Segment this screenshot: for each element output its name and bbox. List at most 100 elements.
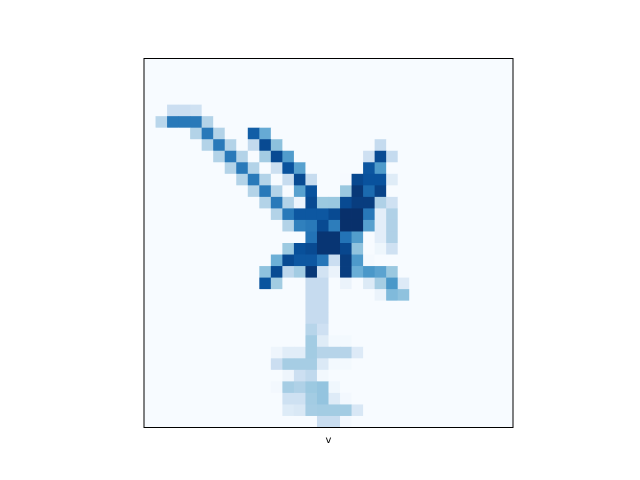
heatmap-cell [190, 323, 203, 336]
heatmap-cell [259, 162, 272, 175]
heatmap-cell [340, 127, 352, 140]
heatmap-cell [144, 173, 156, 186]
heatmap-cell [374, 116, 387, 129]
heatmap-cell [455, 243, 468, 255]
heatmap-cell [155, 70, 168, 82]
heatmap-cell [501, 277, 514, 290]
heatmap-cell [167, 104, 179, 117]
heatmap-cell [432, 219, 445, 232]
heatmap-cell [259, 404, 272, 417]
heatmap-cell [270, 266, 283, 278]
heatmap-cell [305, 81, 318, 94]
heatmap-cell [178, 185, 191, 198]
heatmap-cell [305, 335, 318, 348]
heatmap-cell [397, 196, 410, 209]
heatmap-cell [247, 369, 260, 382]
heatmap-cell [432, 404, 445, 417]
heatmap-cell [489, 243, 502, 255]
heatmap-cell [455, 381, 468, 394]
heatmap-cell [305, 139, 318, 152]
heatmap-cell [236, 219, 249, 232]
heatmap-cell [316, 196, 329, 209]
heatmap-cell [305, 277, 318, 290]
heatmap-cell [340, 139, 352, 152]
heatmap-cell [282, 93, 295, 106]
heatmap-cell [293, 392, 306, 405]
heatmap-cell [501, 381, 514, 394]
heatmap-cell [351, 162, 364, 175]
heatmap-cell [489, 289, 502, 302]
heatmap-cell [155, 335, 168, 348]
heatmap-cell [293, 254, 306, 267]
heatmap-cell [247, 173, 260, 186]
heatmap-cell [478, 173, 491, 186]
heatmap-cell [409, 415, 422, 428]
heatmap-cell [432, 266, 445, 278]
heatmap-cell [167, 81, 179, 94]
heatmap-cell [144, 415, 156, 428]
heatmap-cell [224, 208, 237, 221]
heatmap-cell [259, 277, 272, 290]
heatmap-cell [340, 162, 352, 175]
heatmap-cell [432, 312, 445, 325]
heatmap-cell [144, 162, 156, 175]
heatmap-cell [293, 266, 306, 278]
heatmap-cell [466, 300, 479, 313]
heatmap-cell [224, 139, 237, 152]
heatmap-cell [316, 93, 329, 106]
heatmap-cell [236, 369, 249, 382]
heatmap-cell [144, 277, 156, 290]
heatmap-cell [374, 127, 387, 140]
heatmap-cell [247, 392, 260, 405]
heatmap-cell [236, 150, 249, 163]
heatmap-cell [432, 127, 445, 140]
heatmap-cell [363, 277, 376, 290]
heatmap-cell [455, 196, 468, 209]
heatmap-cell [282, 127, 295, 140]
heatmap-cell [478, 335, 491, 348]
heatmap-cell [259, 323, 272, 336]
heatmap-cell [351, 173, 364, 186]
heatmap-cell [282, 381, 295, 394]
heatmap-cell [432, 369, 445, 382]
heatmap-cell [363, 404, 376, 417]
heatmap-cell [155, 392, 168, 405]
heatmap-cell [386, 196, 399, 209]
heatmap-cell [293, 369, 306, 382]
heatmap-cell [374, 196, 387, 209]
heatmap-cell [374, 392, 387, 405]
heatmap-cell [363, 358, 376, 371]
heatmap-cell [478, 323, 491, 336]
heatmap-cell [213, 335, 226, 348]
heatmap-cell [282, 208, 295, 221]
heatmap-cell [167, 231, 179, 244]
heatmap-cell [432, 289, 445, 302]
heatmap-cell [478, 243, 491, 255]
heatmap-cell [478, 58, 491, 71]
heatmap-cell [155, 81, 168, 94]
heatmap-cell [155, 196, 168, 209]
heatmap-cell [201, 127, 214, 140]
heatmap-cell [363, 185, 376, 198]
heatmap-cell [386, 173, 399, 186]
heatmap-cell [328, 219, 341, 232]
heatmap-cell [351, 127, 364, 140]
heatmap-cell [374, 231, 387, 244]
heatmap-cell [466, 58, 479, 71]
heatmap-cell [397, 254, 410, 267]
heatmap-cell [363, 312, 376, 325]
heatmap-cell [386, 381, 399, 394]
heatmap-cell [409, 196, 422, 209]
heatmap-cell [386, 335, 399, 348]
heatmap-cell [397, 346, 410, 359]
heatmap-cell [501, 208, 514, 221]
heatmap-cell [351, 415, 364, 428]
heatmap-cell [247, 81, 260, 94]
heatmap-cell [167, 58, 179, 71]
heatmap-cell [293, 415, 306, 428]
heatmap-cell [178, 254, 191, 267]
heatmap-cell [155, 116, 168, 129]
heatmap-cell [501, 312, 514, 325]
heatmap-cell [178, 415, 191, 428]
heatmap-cell [155, 289, 168, 302]
